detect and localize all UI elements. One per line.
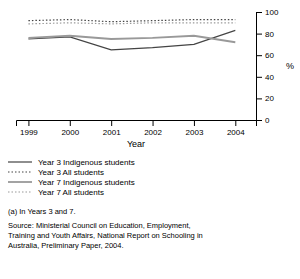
lines: [28, 20, 235, 50]
x-axis-title: Year: [127, 139, 145, 149]
x-tick-label: 2001: [103, 128, 121, 137]
series-line: [28, 23, 235, 24]
y-tick: 80: [256, 30, 274, 39]
legend-item: Year 7 All students: [8, 188, 104, 197]
y-tick: 100: [256, 8, 279, 17]
x-tick: 2001: [103, 120, 121, 137]
y-tick-mark: [256, 34, 262, 35]
legend-label: Year 3 All students: [38, 168, 104, 177]
x-axis: 1999 2000 2001 2002 2003 2004: [17, 120, 257, 137]
x-tick-mark: [153, 120, 154, 126]
annotations: (a) In Years 3 and 7. Source: Ministerial…: [8, 207, 203, 250]
y-tick: 0: [256, 116, 270, 125]
plot: 1999 2000 2001 2002 2003 2004 0 20 40 60 80 100 Year…: [17, 8, 295, 149]
y-axis-title: %: [286, 61, 294, 71]
source-note: Source: Ministerial Council on Education…: [8, 221, 191, 230]
y-tick-label: 100: [265, 8, 279, 17]
y-tick-label: 40: [265, 73, 274, 82]
x-tick-mark: [194, 120, 195, 126]
legend-swatch: [8, 161, 32, 162]
x-tick-label: 2004: [227, 128, 245, 137]
y-tick-label: 20: [265, 94, 274, 103]
y-tick-mark: [256, 120, 262, 121]
x-tick: 2004: [227, 120, 245, 137]
y-tick-label: 0: [265, 116, 270, 125]
x-tick: 2003: [186, 120, 204, 137]
series-line: [28, 30, 235, 49]
x-tick-label: 1999: [20, 128, 38, 137]
y-tick-mark: [256, 12, 262, 13]
legend-label: Year 3 Indigenous students: [38, 158, 135, 167]
legend-swatch: [8, 171, 32, 172]
legend: Year 3 Indigenous studentsYear 3 All stu…: [8, 158, 135, 197]
y-tick-mark: [256, 98, 262, 99]
y-axis-line: [257, 13, 263, 121]
y-tick-mark: [256, 77, 262, 78]
x-tick-label: 2003: [186, 128, 204, 137]
y-tick: 60: [256, 51, 274, 60]
x-tick-label: 2000: [61, 128, 79, 137]
legend-swatch: [8, 181, 32, 183]
legend-item: Year 3 Indigenous students: [8, 158, 135, 167]
series-line: [28, 36, 235, 42]
x-tick-mark: [235, 120, 236, 126]
x-tick-label: 2002: [144, 128, 162, 137]
legend-label: Year 7 Indigenous students: [38, 178, 135, 187]
y-tick: 40: [256, 73, 274, 82]
legend-item: Year 3 All students: [8, 168, 104, 177]
chart: 1999 2000 2001 2002 2003 2004 0 20 40 60 80 100 Year…: [0, 0, 300, 279]
x-axis-line: [17, 121, 257, 127]
y-tick-label: 80: [265, 30, 274, 39]
legend-item: Year 7 Indigenous students: [8, 178, 135, 187]
x-tick: 1999: [20, 120, 38, 137]
legend-label: Year 7 All students: [38, 188, 104, 197]
x-tick: 2000: [61, 120, 79, 137]
series-line: [28, 20, 235, 22]
x-tick-mark: [28, 120, 29, 126]
source-note: Australia, Preliminary Paper, 2004.: [8, 241, 123, 250]
y-axis: 0 20 40 60 80 100: [256, 8, 279, 125]
x-tick: 2002: [144, 120, 162, 137]
footnote: (a) In Years 3 and 7.: [8, 207, 76, 216]
legend-swatch: [8, 191, 32, 192]
x-tick-mark: [70, 120, 71, 126]
y-tick-label: 60: [265, 51, 274, 60]
y-tick-mark: [256, 55, 262, 56]
source-note: Training and Youth Affairs, National Rep…: [8, 231, 203, 240]
y-tick: 20: [256, 94, 274, 103]
x-tick-mark: [111, 120, 112, 126]
